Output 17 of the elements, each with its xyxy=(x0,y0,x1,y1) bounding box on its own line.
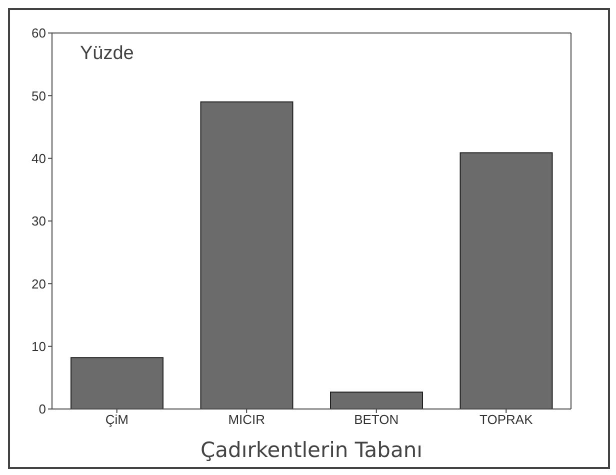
x-tick-label: TOPRAK xyxy=(480,412,534,428)
y-tick-label: 10 xyxy=(32,338,46,354)
x-tick-label: BETON xyxy=(354,412,399,428)
bar xyxy=(460,152,553,409)
y-tick-label: 30 xyxy=(32,214,46,229)
bar xyxy=(330,392,423,409)
y-tick-label: 40 xyxy=(32,150,46,166)
y-tick-label: 50 xyxy=(32,88,46,104)
y-tick-label: 0 xyxy=(38,402,46,417)
y-axis-title: Yüzde xyxy=(80,43,134,64)
y-tick-label: 20 xyxy=(32,276,46,292)
bar xyxy=(200,101,294,409)
x-tick-label: MICIR xyxy=(228,412,266,428)
y-tick-label: 60 xyxy=(32,26,46,41)
x-axis-title: Çadırkentlerin Tabanı xyxy=(200,438,422,462)
x-tick-label: ÇiM xyxy=(105,412,128,428)
bar xyxy=(70,357,164,409)
